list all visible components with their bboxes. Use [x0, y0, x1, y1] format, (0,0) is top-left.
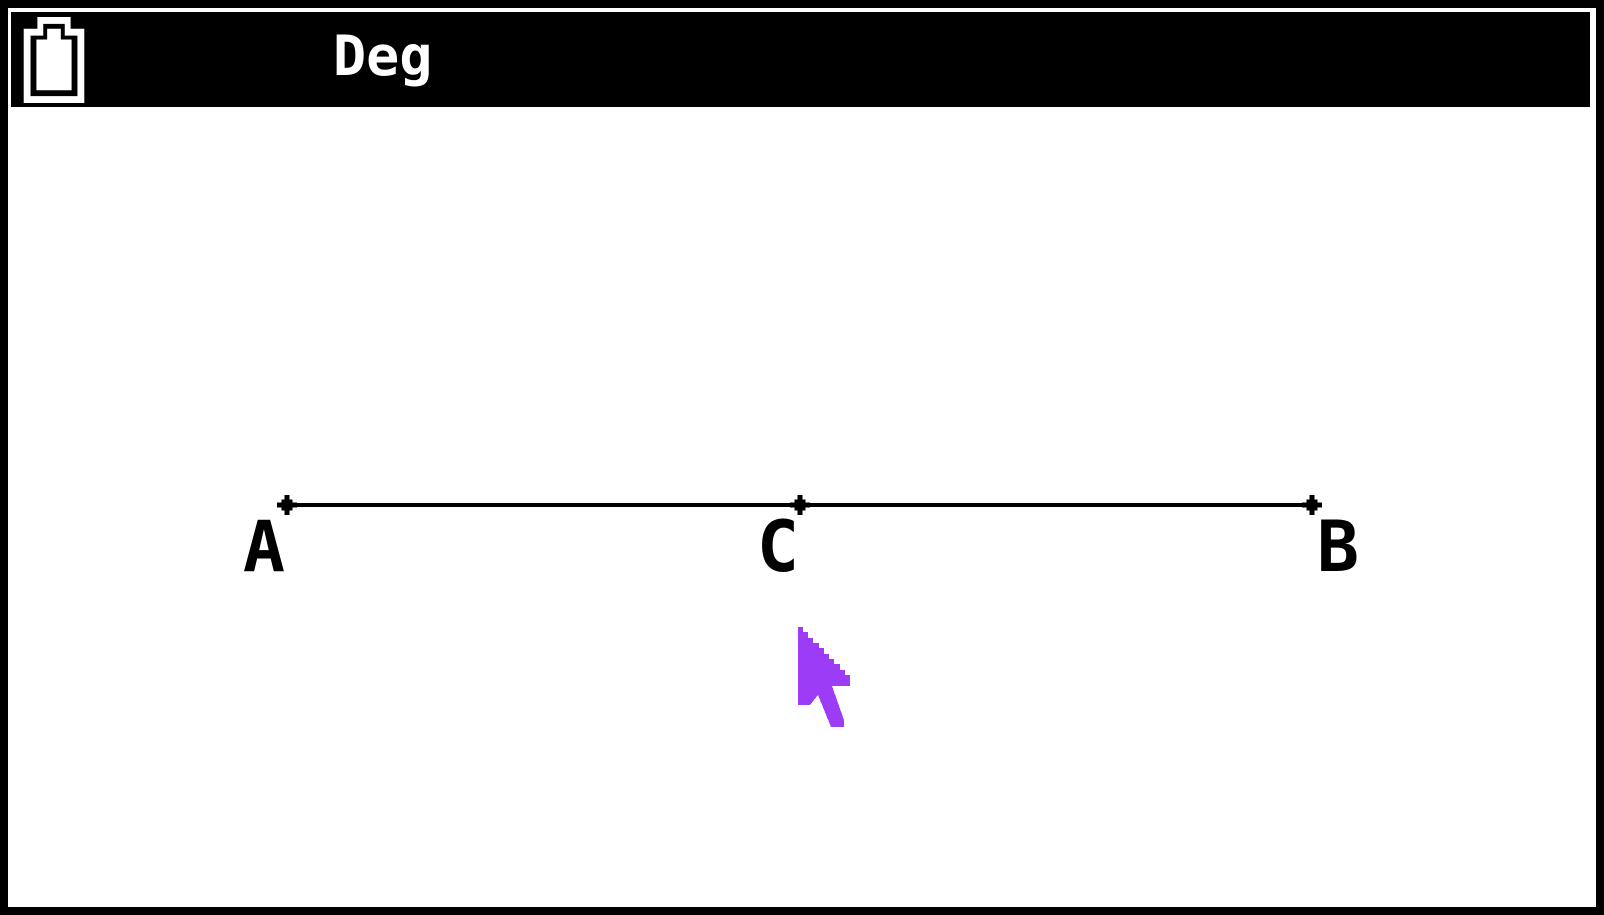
- angle-mode-indicator: Deg: [333, 24, 433, 88]
- battery-outline: [23, 16, 85, 103]
- status-bar: Deg: [11, 12, 1590, 107]
- point-marker[interactable]: [790, 502, 810, 508]
- point-A[interactable]: [277, 495, 297, 515]
- point-label-B: B: [1317, 506, 1359, 588]
- battery-icon: [23, 16, 85, 103]
- point-C[interactable]: [790, 495, 810, 515]
- point-label-C: C: [757, 506, 799, 588]
- point-marker[interactable]: [277, 502, 297, 508]
- point-label-A: A: [243, 506, 285, 588]
- pointer-cursor-icon: [798, 627, 850, 727]
- point-B[interactable]: [1302, 495, 1322, 515]
- point-marker[interactable]: [1302, 502, 1322, 508]
- battery-charge-level: [36, 28, 72, 90]
